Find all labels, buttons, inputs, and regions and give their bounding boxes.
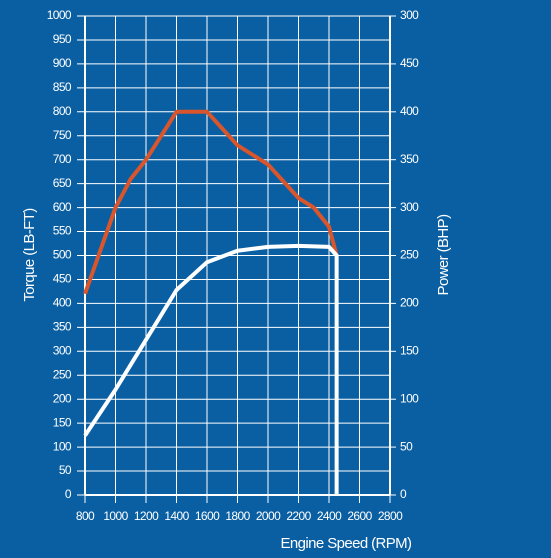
series-line xyxy=(83,109,339,295)
x-tick-label: 1800 xyxy=(225,509,250,523)
y-tick-label: 600 xyxy=(53,200,72,214)
x-tick-label: 2600 xyxy=(347,509,372,523)
y-tick-label: 850 xyxy=(53,80,72,94)
y2-tick-label: 150 xyxy=(400,343,419,357)
series-line xyxy=(83,243,339,495)
x-tick-label: 1000 xyxy=(103,509,128,523)
y-tick-label: 650 xyxy=(53,176,72,190)
y2-tick-label: 300 xyxy=(400,8,419,22)
y-tick-label: 200 xyxy=(53,391,72,405)
y2-tick-label: 400 xyxy=(400,104,419,118)
y2-tick-label: 450 xyxy=(400,56,419,70)
y-tick-label: 1000 xyxy=(47,8,72,22)
x-axis-label: Engine Speed (RPM) xyxy=(281,535,413,552)
y2-tick-label: 300 xyxy=(400,200,419,214)
y2-tick-label: 350 xyxy=(400,152,419,166)
x-tick-label: 2800 xyxy=(378,509,403,523)
x-tick-label: 2200 xyxy=(286,509,311,523)
y-tick-label: 450 xyxy=(53,272,72,286)
y-tick-label: 950 xyxy=(53,32,72,46)
y2-tick-label: 0 xyxy=(400,487,407,501)
y2-axis-label: Power (BHP) xyxy=(435,214,452,296)
y2-tick-label: 100 xyxy=(400,391,419,405)
y-tick-label: 150 xyxy=(53,415,72,429)
y-tick-label: 500 xyxy=(53,248,72,262)
y-tick-label: 800 xyxy=(53,104,72,118)
y-axis-label: Torque (LB-FT) xyxy=(21,208,38,302)
y-tick-label: 0 xyxy=(65,487,72,501)
y-tick-label: 300 xyxy=(53,343,72,357)
x-tick-label: 2400 xyxy=(317,509,342,523)
x-tick-label: 1400 xyxy=(164,509,189,523)
y-tick-label: 250 xyxy=(53,367,72,381)
x-tick-label: 2000 xyxy=(256,509,281,523)
y2-tick-label: 200 xyxy=(400,296,419,310)
y-tick-label: 400 xyxy=(53,296,72,310)
y2-tick-label: 250 xyxy=(400,248,419,262)
y-tick-label: 50 xyxy=(59,463,72,477)
y-tick-label: 700 xyxy=(53,152,72,166)
y-tick-label: 350 xyxy=(53,320,72,334)
x-tick-label: 1600 xyxy=(195,509,220,523)
x-tick-label: 1200 xyxy=(134,509,159,523)
y2-tick-label: 50 xyxy=(400,439,413,453)
y-tick-label: 100 xyxy=(53,439,72,453)
y-tick-label: 550 xyxy=(53,224,72,238)
y-tick-label: 750 xyxy=(53,128,72,142)
x-tick-label: 800 xyxy=(76,509,95,523)
y-tick-label: 900 xyxy=(53,56,72,70)
